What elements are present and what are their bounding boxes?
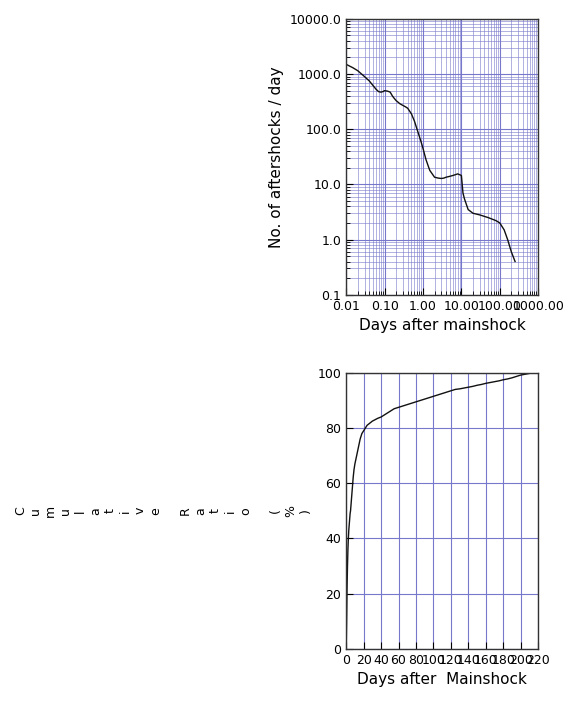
X-axis label: Days after  Mainshock: Days after Mainshock — [357, 672, 527, 687]
Y-axis label: C
u
m
u
l
a
t
i
v
e
 
R
a
t
i
o
 
(
%
): C u m u l a t i v e R a t i o ( % ) — [14, 505, 312, 517]
Y-axis label: No. of aftershocks / day: No. of aftershocks / day — [269, 66, 284, 247]
X-axis label: Days after mainshock: Days after mainshock — [359, 318, 525, 333]
